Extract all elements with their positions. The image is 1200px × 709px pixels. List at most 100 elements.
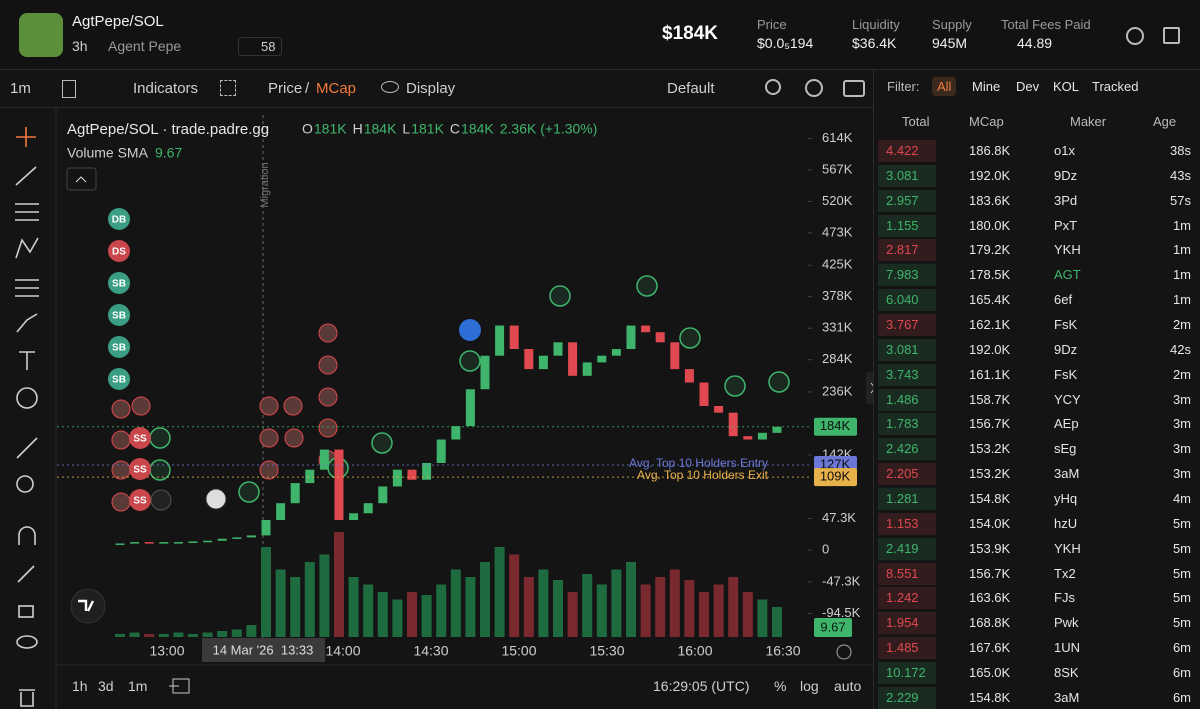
collapse-button[interactable] [66,167,97,191]
row-mcap: 162.1K [969,317,1011,333]
emoji-tool[interactable] [16,387,38,409]
row-total: 10.172 [886,665,926,681]
range-button[interactable]: 1h [72,678,88,694]
volume-bar [261,547,271,637]
row-maker[interactable]: YKH [1054,540,1081,556]
lock-tool[interactable] [18,605,34,618]
candle-body [319,449,329,470]
text-tool[interactable] [19,351,35,370]
goto-icon[interactable] [169,678,190,694]
filter-tab[interactable]: All [932,77,957,96]
lock-draw-tool[interactable] [17,565,35,583]
row-maker[interactable]: FsK [1054,317,1078,333]
y-tick-label: -94.5K [822,605,861,620]
range-button[interactable]: 3d [98,678,114,694]
row-maker[interactable]: 1UN [1054,640,1081,656]
volume-bar [772,607,782,637]
delete-tool[interactable] [19,689,35,707]
zoom-tool[interactable] [16,475,34,493]
column-header[interactable]: Age [1153,114,1177,129]
row-maker[interactable]: o1x [1054,143,1075,158]
migration-label: Migration [259,162,271,207]
interval-button[interactable]: 1m [10,80,31,97]
candle-type-button[interactable] [62,80,76,98]
forecast-tool[interactable] [15,279,39,297]
row-maker[interactable]: PxT [1054,217,1078,233]
candle-body [261,519,271,536]
layout-button[interactable] [1163,27,1180,44]
drawing-tools[interactable] [15,127,39,707]
row-maker[interactable]: YKH [1054,242,1081,258]
mcap-toggle[interactable]: MCap [316,80,357,97]
row-age: 5m [1172,515,1191,531]
filter-tab[interactable]: Mine [972,79,1001,94]
row-maker[interactable]: 3aM [1054,689,1080,705]
candle-body [188,541,198,543]
row-maker[interactable]: 9Dz [1054,341,1078,357]
row-mcap: 168.8K [969,615,1011,631]
brush-tool[interactable] [16,313,38,333]
trend-line-tool[interactable] [15,166,37,186]
ruler-tool[interactable] [16,437,38,459]
trade-marker-label: DB [112,215,126,226]
row-maker[interactable]: Tx2 [1054,565,1076,581]
filter-tab[interactable]: KOL [1053,79,1080,94]
row-mcap: 153.2K [969,441,1011,457]
column-header[interactable]: Maker [1070,114,1107,129]
display-icon [381,81,399,93]
row-maker[interactable]: hzU [1054,515,1078,531]
panel-toggle[interactable] [866,372,873,404]
scale-option[interactable]: % [774,678,787,694]
templates-button[interactable] [220,80,236,96]
row-maker[interactable]: 3aM [1054,466,1080,482]
row-total-bar [878,562,936,585]
row-maker[interactable]: 3Pd [1054,192,1078,208]
tradingview-mark [78,599,95,612]
search-button[interactable] [765,79,781,95]
volume-bar [669,569,680,637]
volume-bar [465,577,476,637]
tradingview-logo [70,588,106,624]
settings-button[interactable] [1126,27,1144,45]
range-button[interactable]: 1m [128,678,148,694]
row-maker[interactable]: 9Dz [1054,167,1078,183]
row-age: 3m [1172,416,1191,432]
fib-tool[interactable] [15,203,39,221]
screenshot-button[interactable] [843,80,865,97]
trade-marker-label: SB [112,375,126,386]
row-maker[interactable]: FsK [1054,366,1078,382]
row-total-bar [878,686,936,709]
price-line-label: 184K [820,418,851,433]
scale-option[interactable]: log [800,678,819,694]
candle-body [130,542,140,544]
column-header[interactable]: Total [902,114,930,129]
crosshair-tool[interactable] [16,127,36,147]
row-maker[interactable]: yHq [1054,491,1078,507]
row-total: 4.422 [886,143,919,158]
magnet-tool[interactable] [18,526,36,545]
display-button[interactable]: Display [406,80,456,97]
filter-tab[interactable]: Dev [1016,79,1040,94]
chart-settings-button[interactable] [805,79,823,97]
y-tick-label: 567K [822,161,853,176]
row-maker[interactable]: Pwk [1054,615,1079,631]
settings-small[interactable] [836,644,852,660]
volume-bar [494,547,505,637]
row-maker[interactable]: AEp [1054,416,1079,432]
candle-body [115,543,125,545]
indicators-button[interactable]: Indicators [133,80,199,97]
row-maker[interactable]: sEg [1054,441,1077,457]
scale-option[interactable]: auto [834,678,862,694]
layout-select[interactable]: Default [667,80,715,97]
column-header[interactable]: MCap [969,114,1004,129]
row-maker[interactable]: 6ef [1054,292,1073,308]
price-toggle[interactable]: Price [268,80,303,97]
filter-tab[interactable]: Tracked [1092,79,1139,94]
pattern-tool[interactable] [15,237,39,259]
row-maker[interactable]: AGT [1054,267,1081,283]
row-maker[interactable]: YCY [1054,391,1081,407]
visibility-tool[interactable] [16,635,38,649]
row-total-bar [878,314,936,337]
row-maker[interactable]: FJs [1054,590,1075,606]
row-maker[interactable]: 8SK [1054,665,1079,681]
